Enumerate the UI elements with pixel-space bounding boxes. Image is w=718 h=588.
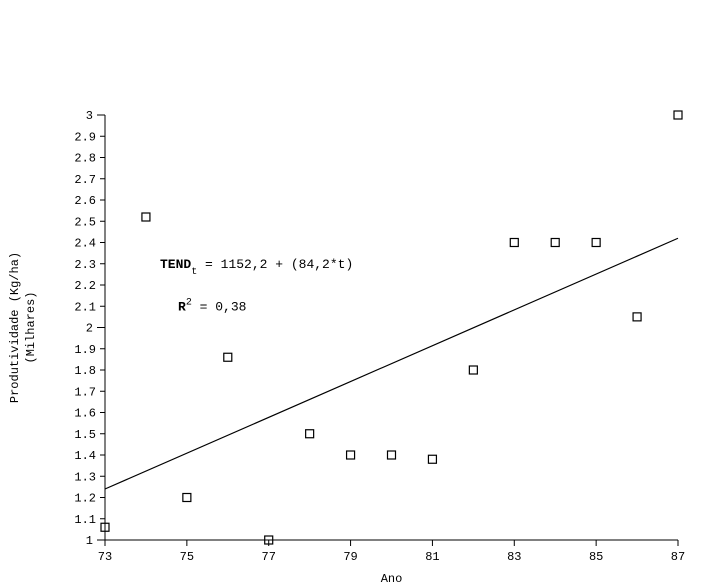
data-marker [674, 111, 682, 119]
y-tick-label: 2.3 [74, 258, 96, 272]
y-tick-label: 2.9 [74, 130, 96, 144]
x-tick-label: 81 [425, 550, 439, 564]
scatter-chart: 1 1.1 1.2 1.3 1.4 1.5 1.6 1.7 1.8 1.9 2 2.1 2.2 2.3 2.… [0, 0, 718, 588]
x-tick-label: 85 [589, 550, 603, 564]
y-tick-label: 3 [86, 109, 93, 123]
y-tick-label: 1.4 [74, 449, 96, 463]
y-tick-label: 1.9 [74, 343, 96, 357]
data-marker [428, 455, 436, 463]
y-tick-label: 2 [86, 322, 93, 336]
y-tick-label: 1.8 [74, 364, 96, 378]
y-tick-label: 2.6 [74, 194, 96, 208]
equation-annotation: TENDt = 1152,2 + (84,2*t) [160, 257, 353, 278]
data-marker [469, 366, 477, 374]
y-axis-label-1: Produtividade (Kg/ha) [8, 252, 22, 403]
y-tick-label: 1.5 [74, 428, 96, 442]
x-tick-label: 79 [343, 550, 357, 564]
y-tick-label: 2.5 [74, 215, 96, 229]
y-tick-label: 1.3 [74, 470, 96, 484]
y-tick-label: 2.4 [74, 237, 96, 251]
data-marker [306, 430, 314, 438]
y-tick-label: 1.1 [74, 513, 96, 527]
y-tick-label: 1 [86, 534, 93, 548]
y-tick-label: 2.2 [74, 279, 96, 293]
y-tick-label: 1.6 [74, 407, 96, 421]
data-marker [633, 313, 641, 321]
data-marker [510, 239, 518, 247]
x-tick-label: 83 [507, 550, 521, 564]
y-tick-label: 1.7 [74, 385, 96, 399]
y-axis-label-2: (Milhares) [24, 291, 38, 363]
r2-annotation: R2 = 0,38 [178, 297, 246, 314]
chart-svg: 1 1.1 1.2 1.3 1.4 1.5 1.6 1.7 1.8 1.9 2 2.1 2.2 2.3 2.… [0, 0, 718, 588]
data-marker [551, 239, 559, 247]
data-marker [592, 239, 600, 247]
data-marker [142, 213, 150, 221]
y-tick-label: 2.8 [74, 152, 96, 166]
data-marker [224, 353, 232, 361]
x-tick-label: 73 [98, 550, 112, 564]
y-tick-label: 2.7 [74, 173, 96, 187]
data-marker [347, 451, 355, 459]
data-marker [388, 451, 396, 459]
data-marker [183, 494, 191, 502]
y-tick-label: 2.1 [74, 300, 96, 314]
x-tick-label: 77 [262, 550, 276, 564]
x-tick-label: 75 [180, 550, 194, 564]
x-tick-label: 87 [671, 550, 685, 564]
y-tick-label: 1.2 [74, 492, 96, 506]
x-axis-label: Ano [381, 572, 403, 586]
